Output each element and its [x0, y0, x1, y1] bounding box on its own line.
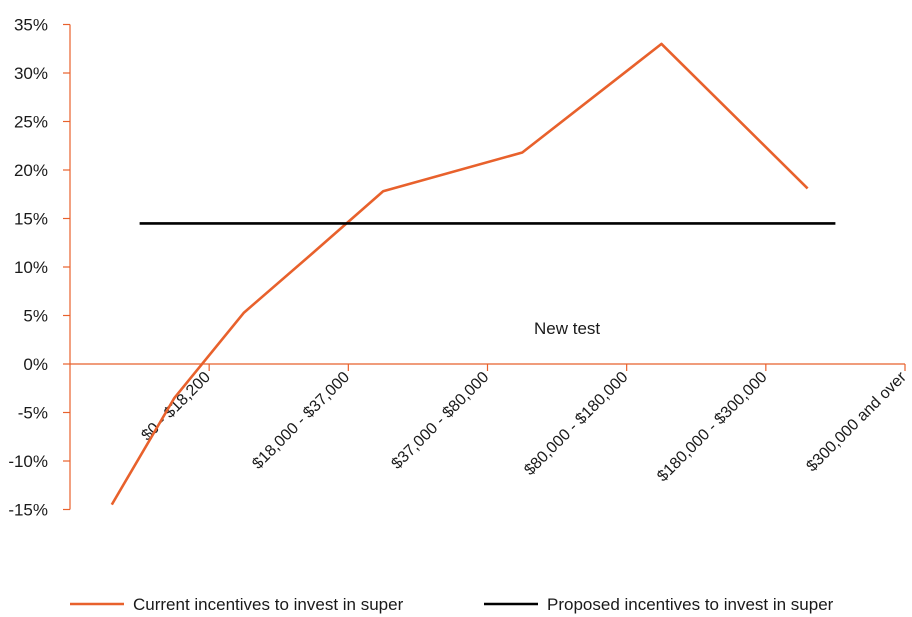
x-axis: $0 - $18,200 $18,000 - $37,000 $37,000 - $… — [70, 363, 910, 485]
y-tick-label: 5% — [23, 307, 48, 326]
y-tick-label: 0% — [23, 355, 48, 374]
x-category-label: $80,000 - $180,000 — [521, 369, 631, 479]
x-category-label: $37,000 - $80,000 — [388, 369, 492, 473]
x-category-label: $180,000 - $300,000 — [654, 369, 771, 486]
y-tick-label: -15% — [8, 501, 48, 520]
y-tick-label: -10% — [8, 452, 48, 471]
legend-label: Proposed incentives to invest in super — [547, 595, 834, 614]
y-tick-label: 25% — [14, 113, 48, 132]
y-tick-label: 15% — [14, 210, 48, 229]
legend: Current incentives to invest in super Pro… — [70, 595, 834, 614]
y-ticks: -15% -10% -5% 0% 5% 10% 15% 20% 25% 30% 35% — [8, 16, 70, 520]
y-tick-label: 10% — [14, 258, 48, 277]
legend-label: Current incentives to invest in super — [133, 595, 404, 614]
annotation-text: New test — [534, 319, 600, 338]
y-tick-label: 35% — [14, 16, 48, 35]
y-tick-label: 20% — [14, 161, 48, 180]
y-tick-label: -5% — [18, 404, 48, 423]
x-ticks: $0 - $18,200 $18,000 - $37,000 $37,000 - $… — [138, 364, 910, 485]
x-category-label: $18,000 - $37,000 — [249, 369, 353, 473]
y-axis: -15% -10% -5% 0% 5% 10% 15% 20% 25% 30% 35% — [8, 16, 71, 520]
x-category-label: $0 - $18,200 — [138, 369, 214, 445]
y-tick-label: 30% — [14, 64, 48, 83]
series-layer — [110, 42, 836, 506]
series-line-current — [110, 42, 809, 506]
x-category-label: $300,000 and over — [803, 368, 910, 475]
